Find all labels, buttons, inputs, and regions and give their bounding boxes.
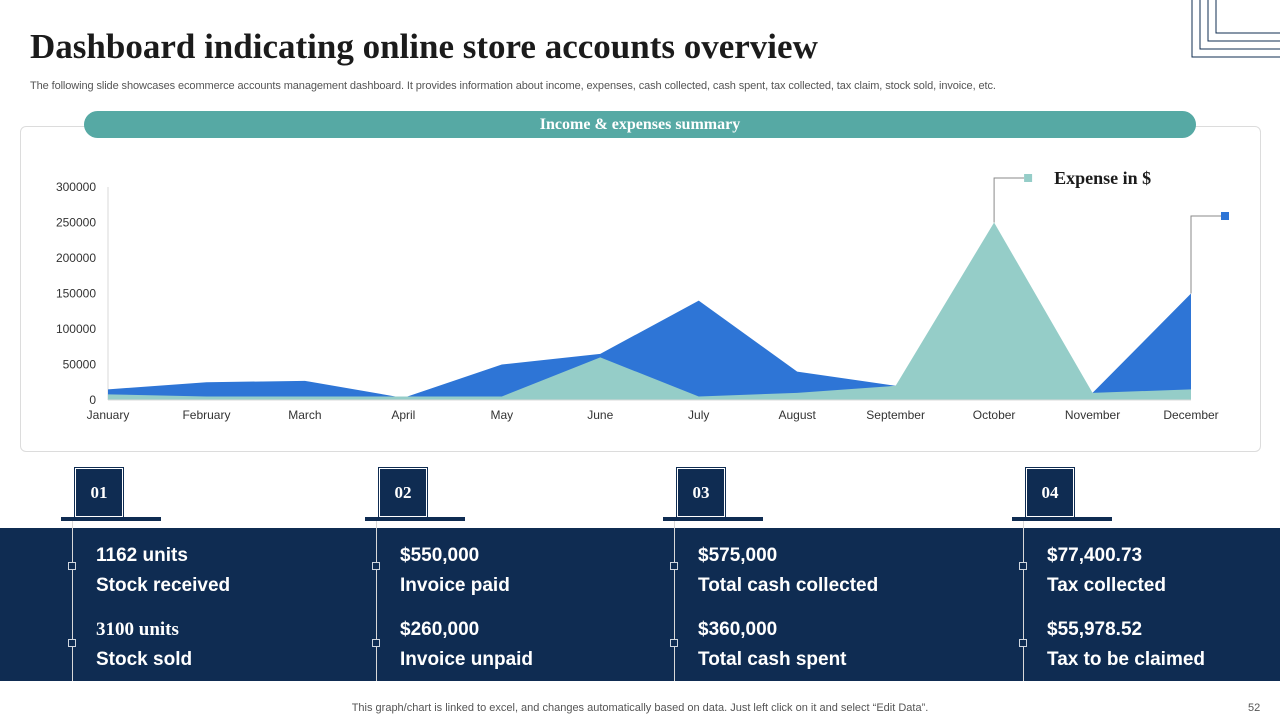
metric-label: Tax to be claimed [1047, 649, 1206, 670]
corner-decoration [1191, 0, 1280, 58]
metric-number-underline [1012, 517, 1112, 521]
metric-item: $55,978.52 Tax to be claimed [1047, 619, 1205, 671]
metric-timeline-line [376, 521, 377, 681]
legend-label: Expense in $ [1054, 168, 1151, 188]
metric-timeline-node [670, 562, 678, 570]
metric-label: Tax collected [1047, 575, 1166, 596]
income-area [108, 293, 1191, 400]
metric-value: $77,400.73 [1047, 545, 1143, 566]
metric-number-badge: 04 [1025, 467, 1075, 518]
metric-item: $550,000 Invoice paid [400, 545, 510, 597]
x-tick-label: September [866, 408, 925, 422]
metric-number-badge: 03 [676, 467, 726, 518]
y-tick-label: 100000 [56, 322, 96, 336]
metric-number-badge: 01 [74, 467, 124, 518]
y-tick-label: 150000 [56, 287, 96, 301]
metric-label: Total cash collected [698, 575, 879, 596]
y-tick-label: 0 [89, 393, 96, 407]
metric-item: $575,000 Total cash collected [698, 545, 878, 597]
metric-value: $575,000 [698, 545, 778, 566]
x-tick-label: February [182, 408, 230, 422]
metric-item: 3100 units Stock sold [96, 619, 192, 671]
x-tick-label: May [490, 408, 513, 422]
metric-timeline-node [372, 639, 380, 647]
page-subtitle: The following slide showcases ecommerce … [30, 80, 996, 92]
metric-timeline-node [1019, 639, 1027, 647]
x-tick-label: December [1163, 408, 1218, 422]
metric-number-underline [663, 517, 763, 521]
income-expense-area-chart[interactable]: 300000 250000 200000 150000 100000 50000 0Janu… [20, 138, 1250, 438]
metric-label: Invoice paid [400, 575, 510, 596]
expense-area [108, 222, 1191, 400]
y-tick-label: 200000 [56, 251, 96, 265]
x-tick-label: January [87, 408, 130, 422]
metrics-band [0, 528, 1280, 681]
chart-heading: Income & expenses summary [84, 111, 1196, 138]
metric-label: Stock received [96, 575, 231, 596]
callout-leader [993, 177, 1025, 223]
y-tick-label: 250000 [56, 216, 96, 230]
callout-leader [1190, 215, 1221, 294]
metric-timeline-node [670, 639, 678, 647]
metric-label: Total cash spent [698, 649, 847, 670]
metric-label: Invoice unpaid [400, 649, 534, 670]
metric-item: $77,400.73 Tax collected [1047, 545, 1166, 597]
legend-swatch [1221, 212, 1229, 220]
metric-number-underline [61, 517, 161, 521]
x-tick-label: March [288, 408, 321, 422]
metric-value: $360,000 [698, 619, 778, 640]
x-tick-label: June [587, 408, 613, 422]
metric-item: $360,000 Total cash spent [698, 619, 847, 671]
metric-number-underline [365, 517, 465, 521]
metric-item: $260,000 Invoice unpaid [400, 619, 533, 671]
metric-timeline-line [674, 521, 675, 681]
metric-timeline-line [1023, 521, 1024, 681]
metric-value: $55,978.52 [1047, 619, 1143, 640]
metric-item: 1162 units Stock received [96, 545, 230, 597]
footer-note: This graph/chart is linked to excel, and… [351, 702, 929, 714]
x-tick-label: October [973, 408, 1016, 422]
metric-value: 1162 units [96, 545, 188, 566]
metric-number-badge: 02 [378, 467, 428, 518]
x-tick-label: July [688, 408, 709, 422]
x-tick-label: April [391, 408, 415, 422]
page-title: Dashboard indicating online store accoun… [30, 27, 818, 66]
metric-value: 3100 units [96, 619, 179, 640]
y-tick-label: 50000 [63, 358, 97, 372]
metric-timeline-node [68, 639, 76, 647]
metric-label: Stock sold [96, 649, 193, 670]
y-tick-label: 300000 [56, 180, 96, 194]
metric-timeline-node [1019, 562, 1027, 570]
metric-value: $550,000 [400, 545, 480, 566]
metric-timeline-node [68, 562, 76, 570]
x-tick-label: November [1065, 408, 1120, 422]
x-tick-label: August [779, 408, 817, 422]
metric-timeline-node [372, 562, 380, 570]
legend-swatch [1024, 174, 1033, 182]
metric-timeline-line [72, 521, 73, 681]
metric-value: $260,000 [400, 619, 480, 640]
page-number: 52 [1248, 702, 1261, 714]
